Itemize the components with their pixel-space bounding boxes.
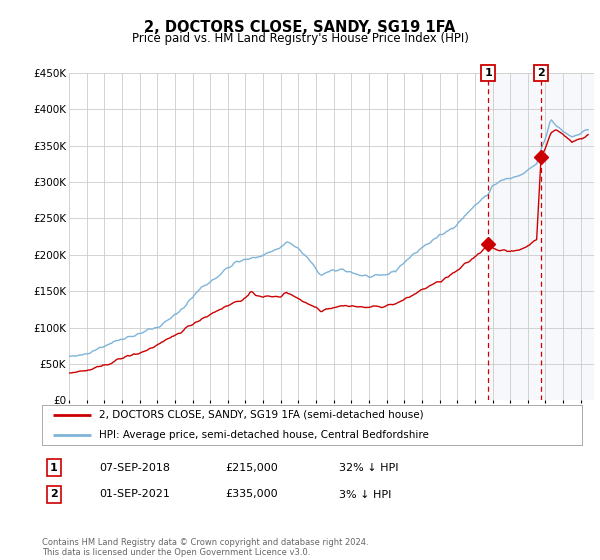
Text: 2, DOCTORS CLOSE, SANDY, SG19 1FA: 2, DOCTORS CLOSE, SANDY, SG19 1FA [145, 20, 455, 35]
Text: 07-SEP-2018: 07-SEP-2018 [99, 463, 170, 473]
Text: Price paid vs. HM Land Registry's House Price Index (HPI): Price paid vs. HM Land Registry's House … [131, 32, 469, 45]
Bar [541, 73, 594, 400]
Text: HPI: Average price, semi-detached house, Central Bedfordshire: HPI: Average price, semi-detached house,… [98, 430, 428, 440]
Text: 2: 2 [50, 489, 58, 500]
Text: 1: 1 [50, 463, 58, 473]
Text: 2, DOCTORS CLOSE, SANDY, SG19 1FA (semi-detached house): 2, DOCTORS CLOSE, SANDY, SG19 1FA (semi-… [98, 410, 424, 420]
Text: £335,000: £335,000 [225, 489, 278, 500]
Bar [488, 73, 541, 400]
Text: 2: 2 [537, 68, 545, 78]
Text: £215,000: £215,000 [225, 463, 278, 473]
Text: 1: 1 [484, 68, 492, 78]
Text: Contains HM Land Registry data © Crown copyright and database right 2024.
This d: Contains HM Land Registry data © Crown c… [42, 538, 368, 557]
Text: 32% ↓ HPI: 32% ↓ HPI [339, 463, 398, 473]
Text: 3% ↓ HPI: 3% ↓ HPI [339, 489, 391, 500]
Text: 01-SEP-2021: 01-SEP-2021 [99, 489, 170, 500]
